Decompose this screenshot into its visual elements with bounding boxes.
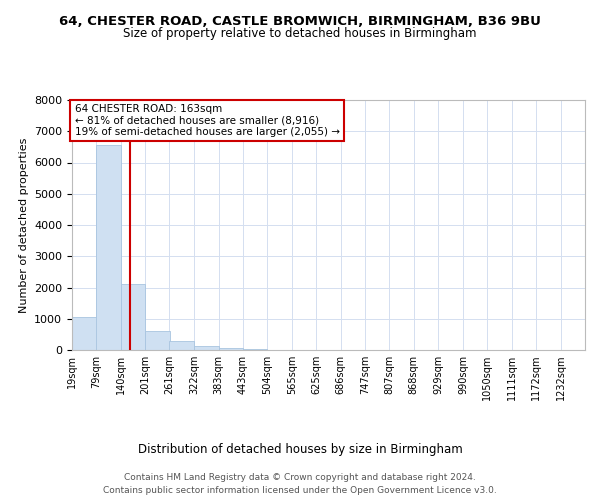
Bar: [243, 349, 267, 350]
Text: Distribution of detached houses by size in Birmingham: Distribution of detached houses by size …: [137, 442, 463, 456]
Bar: [121, 284, 145, 350]
Y-axis label: Number of detached properties: Number of detached properties: [19, 138, 29, 312]
Bar: [218, 348, 243, 350]
Bar: [169, 341, 194, 350]
Bar: [96, 146, 121, 350]
Bar: [72, 317, 97, 350]
Text: 64 CHESTER ROAD: 163sqm
← 81% of detached houses are smaller (8,916)
19% of semi: 64 CHESTER ROAD: 163sqm ← 81% of detache…: [74, 104, 340, 137]
Text: Size of property relative to detached houses in Birmingham: Size of property relative to detached ho…: [123, 28, 477, 40]
Text: Contains public sector information licensed under the Open Government Licence v3: Contains public sector information licen…: [103, 486, 497, 495]
Bar: [145, 331, 170, 350]
Bar: [194, 346, 218, 350]
Text: 64, CHESTER ROAD, CASTLE BROMWICH, BIRMINGHAM, B36 9BU: 64, CHESTER ROAD, CASTLE BROMWICH, BIRMI…: [59, 15, 541, 28]
Text: Contains HM Land Registry data © Crown copyright and database right 2024.: Contains HM Land Registry data © Crown c…: [124, 472, 476, 482]
